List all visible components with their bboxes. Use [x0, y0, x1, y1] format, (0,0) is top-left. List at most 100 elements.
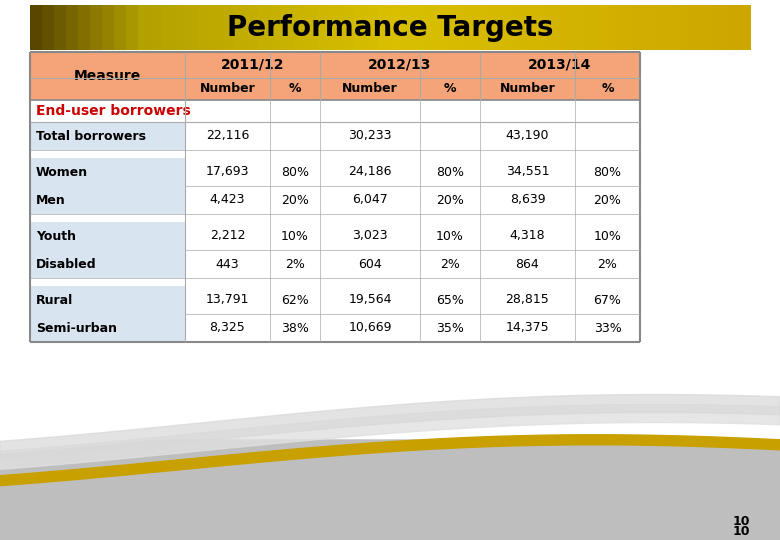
- Text: 2%: 2%: [285, 258, 305, 271]
- Bar: [102, 5, 115, 50]
- Text: 17,693: 17,693: [206, 165, 250, 179]
- Bar: [318, 5, 331, 50]
- Bar: [726, 5, 739, 50]
- Bar: [198, 5, 211, 50]
- Bar: [114, 5, 127, 50]
- Bar: [378, 5, 391, 50]
- Text: 80%: 80%: [594, 165, 622, 179]
- Text: Measure: Measure: [74, 69, 141, 83]
- Bar: [702, 5, 715, 50]
- Bar: [66, 5, 79, 50]
- Text: 3,023: 3,023: [353, 230, 388, 242]
- Text: 20%: 20%: [436, 193, 464, 206]
- Text: 38%: 38%: [281, 321, 309, 334]
- Text: Men: Men: [36, 193, 66, 206]
- Text: 443: 443: [216, 258, 239, 271]
- Bar: [30, 100, 640, 122]
- Bar: [210, 5, 223, 50]
- Bar: [390, 5, 403, 50]
- Bar: [534, 5, 547, 50]
- Bar: [738, 5, 751, 50]
- Text: Total borrowers: Total borrowers: [36, 130, 146, 143]
- Text: 30,233: 30,233: [348, 130, 392, 143]
- Bar: [606, 5, 619, 50]
- Text: 43,190: 43,190: [505, 130, 549, 143]
- Text: %: %: [289, 83, 301, 96]
- Text: 35%: 35%: [436, 321, 464, 334]
- Text: Number: Number: [500, 83, 555, 96]
- Bar: [30, 158, 185, 214]
- Text: 33%: 33%: [594, 321, 622, 334]
- Bar: [630, 5, 643, 50]
- Bar: [474, 5, 487, 50]
- Bar: [438, 5, 451, 50]
- Bar: [30, 286, 185, 342]
- Bar: [342, 5, 355, 50]
- Bar: [558, 5, 571, 50]
- Text: 10%: 10%: [436, 230, 464, 242]
- Text: 62%: 62%: [281, 294, 309, 307]
- Bar: [150, 5, 163, 50]
- Bar: [402, 5, 415, 50]
- Bar: [426, 5, 439, 50]
- Text: 10%: 10%: [594, 230, 622, 242]
- Bar: [282, 5, 295, 50]
- Bar: [78, 5, 91, 50]
- Bar: [510, 5, 523, 50]
- Bar: [714, 5, 727, 50]
- Bar: [582, 5, 595, 50]
- Bar: [30, 52, 640, 100]
- Bar: [678, 5, 691, 50]
- Bar: [666, 5, 679, 50]
- Text: Youth: Youth: [36, 230, 76, 242]
- Bar: [90, 5, 103, 50]
- Text: 10%: 10%: [281, 230, 309, 242]
- Text: 4,423: 4,423: [210, 193, 245, 206]
- Text: End-user borrowers: End-user borrowers: [36, 104, 191, 118]
- Bar: [462, 5, 475, 50]
- Bar: [186, 5, 199, 50]
- Bar: [54, 5, 67, 50]
- Bar: [450, 5, 463, 50]
- Bar: [246, 5, 259, 50]
- Text: 8,325: 8,325: [210, 321, 246, 334]
- Bar: [30, 122, 185, 150]
- Text: 80%: 80%: [281, 165, 309, 179]
- Bar: [30, 222, 185, 278]
- Text: 6,047: 6,047: [352, 193, 388, 206]
- Text: 8,639: 8,639: [509, 193, 545, 206]
- Bar: [594, 5, 607, 50]
- Text: 2011/12: 2011/12: [221, 58, 284, 72]
- Bar: [486, 5, 499, 50]
- Text: Semi-urban: Semi-urban: [36, 321, 117, 334]
- Bar: [690, 5, 703, 50]
- Bar: [618, 5, 631, 50]
- Text: 4,318: 4,318: [509, 230, 545, 242]
- Text: 2,212: 2,212: [210, 230, 245, 242]
- Bar: [42, 5, 55, 50]
- Text: Number: Number: [342, 83, 398, 96]
- Text: 22,116: 22,116: [206, 130, 249, 143]
- Text: 864: 864: [516, 258, 540, 271]
- Text: 2%: 2%: [597, 258, 618, 271]
- Text: 24,186: 24,186: [348, 165, 392, 179]
- Bar: [222, 5, 235, 50]
- Text: 67%: 67%: [594, 294, 622, 307]
- Text: 28,815: 28,815: [505, 294, 549, 307]
- Bar: [366, 5, 379, 50]
- Bar: [522, 5, 535, 50]
- Text: 65%: 65%: [436, 294, 464, 307]
- Text: 80%: 80%: [436, 165, 464, 179]
- Bar: [414, 5, 427, 50]
- Bar: [642, 5, 655, 50]
- Bar: [30, 5, 43, 50]
- Text: 604: 604: [358, 258, 382, 271]
- Bar: [258, 5, 271, 50]
- Text: 34,551: 34,551: [505, 165, 549, 179]
- Text: Disabled: Disabled: [36, 258, 97, 271]
- Bar: [498, 5, 511, 50]
- Text: Performance Targets: Performance Targets: [227, 14, 553, 42]
- Bar: [174, 5, 187, 50]
- Text: 2%: 2%: [440, 258, 460, 271]
- Text: Number: Number: [200, 83, 255, 96]
